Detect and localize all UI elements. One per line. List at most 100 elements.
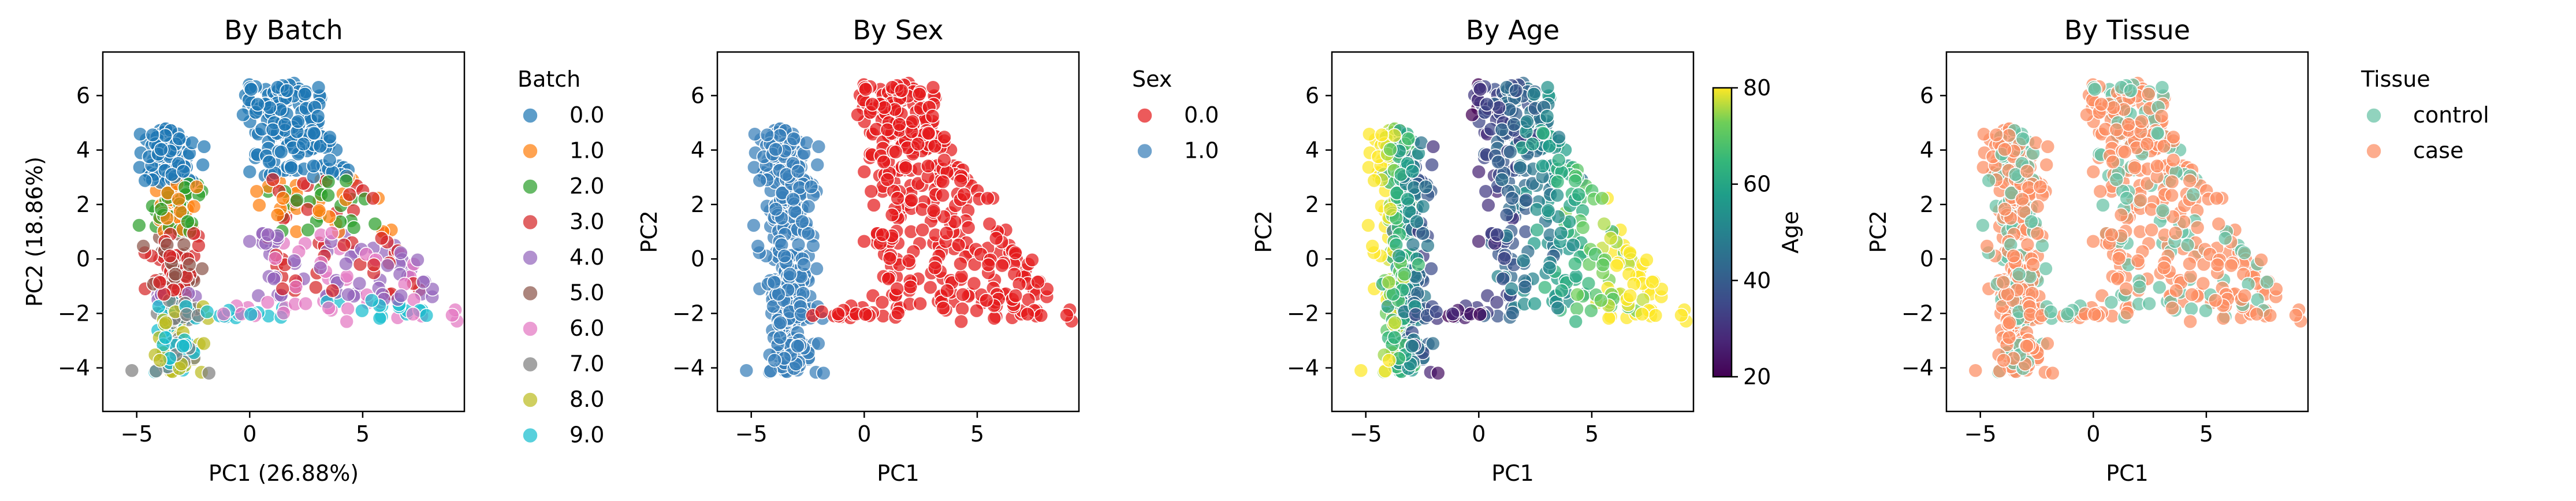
data-point: [927, 260, 943, 276]
data-point: [265, 172, 281, 187]
data-point: [260, 295, 276, 310]
data-point: [296, 136, 311, 152]
data-point: [1361, 159, 1376, 175]
data-point: [2154, 80, 2170, 95]
data-point: [1516, 253, 1531, 269]
data-point: [171, 191, 187, 207]
data-point: [1568, 269, 1584, 284]
data-point: [243, 81, 259, 97]
data-point: [1033, 308, 1049, 323]
data-point: [796, 257, 811, 272]
data-point: [2237, 245, 2252, 261]
data-point: [342, 187, 358, 202]
data-point: [1405, 237, 1421, 253]
data-point: [1565, 237, 1581, 253]
data-point: [1553, 225, 1569, 241]
data-point: [1551, 153, 1566, 168]
data-point: [1550, 188, 1565, 203]
data-point: [2087, 307, 2102, 322]
data-point: [866, 198, 881, 213]
data-point: [939, 225, 954, 241]
data-point: [1495, 271, 1510, 287]
data-point: [901, 253, 917, 269]
data-point: [1365, 239, 1380, 254]
data-point: [2119, 191, 2134, 206]
legend-entry-label: control: [2413, 102, 2489, 128]
legend-entry-label: 7.0: [569, 351, 604, 377]
data-point: [953, 173, 968, 188]
y-axis-label: PC2: [1251, 210, 1276, 253]
data-point: [890, 191, 905, 206]
data-point: [1550, 174, 1565, 190]
data-point: [1996, 352, 2011, 368]
colorbar: [1713, 88, 1732, 377]
data-point: [1381, 274, 1397, 290]
data-point: [2156, 260, 2172, 276]
data-point: [786, 191, 801, 207]
data-point: [955, 287, 970, 302]
data-point: [811, 336, 826, 351]
data-point: [297, 87, 312, 102]
data-point: [132, 159, 147, 175]
plot-frame: [716, 51, 1080, 413]
data-point: [2211, 216, 2227, 232]
data-point: [768, 202, 783, 217]
data-point: [1424, 157, 1439, 173]
y-tick-label: 0: [1920, 246, 1934, 272]
data-point: [1535, 125, 1551, 141]
data-point: [903, 279, 918, 295]
data-point: [923, 280, 938, 295]
data-point: [201, 365, 217, 381]
y-tick-label: −2: [1287, 300, 1319, 326]
data-points: [124, 76, 465, 381]
data-point: [937, 153, 952, 168]
chart-title: By Age: [1466, 14, 1559, 46]
data-point: [750, 239, 765, 254]
data-point: [2139, 136, 2155, 152]
data-point: [1418, 179, 1434, 195]
data-point: [300, 222, 316, 237]
data-point: [158, 128, 173, 143]
data-point: [2104, 227, 2119, 242]
data-point: [1494, 172, 1510, 187]
data-point: [176, 339, 191, 354]
data-point: [311, 80, 326, 95]
legend-marker: [522, 285, 538, 302]
y-tick-label: 4: [1305, 138, 1319, 163]
data-point: [925, 109, 940, 124]
data-point: [2183, 269, 2198, 284]
data-point: [880, 122, 895, 138]
legend-marker: [522, 214, 538, 231]
data-point: [913, 296, 928, 311]
data-point: [339, 314, 355, 329]
legend-entry-label: 2.0: [569, 173, 604, 199]
y-tick-label: 0: [1305, 246, 1319, 272]
y-tick-label: 4: [691, 138, 705, 163]
data-point: [1424, 261, 1439, 276]
data-point: [891, 305, 906, 321]
data-point: [1989, 127, 2004, 143]
data-point: [2105, 154, 2120, 170]
y-axis-label: PC2: [636, 210, 662, 253]
data-point: [858, 81, 873, 97]
data-point: [954, 269, 969, 284]
colorbar-frame: [1712, 87, 1733, 378]
data-point: [1494, 122, 1510, 138]
data-point: [1584, 303, 1599, 318]
data-point: [1601, 310, 1617, 326]
colorbar-label: Age: [1778, 211, 1803, 254]
data-point: [1518, 192, 1533, 208]
legend-marker: [522, 427, 538, 444]
data-point: [195, 261, 210, 276]
data-point: [940, 283, 955, 298]
data-point: [810, 157, 825, 173]
data-point: [2006, 248, 2021, 264]
data-point: [935, 188, 950, 203]
data-point: [2093, 184, 2108, 199]
x-axis-label: PC1: [1491, 461, 1534, 486]
data-point: [2060, 306, 2075, 322]
data-point: [2142, 296, 2157, 311]
data-point: [1400, 191, 1415, 207]
data-point: [1503, 144, 1518, 159]
data-point: [1472, 307, 1488, 322]
